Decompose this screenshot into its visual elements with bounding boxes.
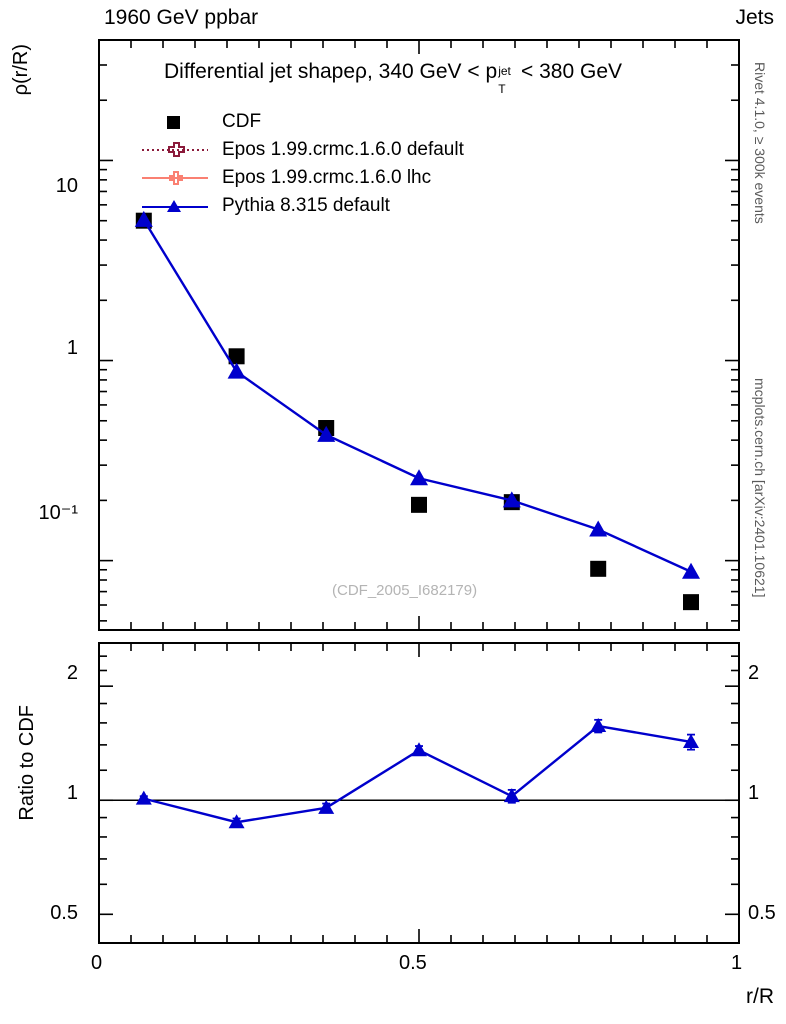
ratio-marker-pythia xyxy=(318,799,335,814)
legend-marker-square xyxy=(140,112,210,132)
ratio-marker-pythia xyxy=(683,733,699,748)
title-mid: , 340 GeV < p xyxy=(367,60,498,83)
y-tick-ratio-left-0.5: 0.5 xyxy=(50,902,78,924)
legend-marker-cross-dotted xyxy=(140,140,210,160)
main-marker-pythia xyxy=(134,210,153,227)
main-marker-pythia xyxy=(589,520,608,537)
y-tick-main-0.1: 10⁻¹ xyxy=(38,502,78,524)
header-category-label: Jets xyxy=(735,6,774,29)
legend-item-epos-default[interactable]: Epos 1.99.crmc.1.6.0 default xyxy=(140,136,464,164)
ratio-marker-pythia xyxy=(228,814,245,829)
main-panel-frame xyxy=(98,39,740,631)
ratio-series-group xyxy=(135,718,699,829)
analysis-id-watermark: (CDF_2005_I682179) xyxy=(332,582,478,599)
x-tick-1: 1 xyxy=(731,952,743,974)
legend-label-epos-default: Epos 1.99.crmc.1.6.0 default xyxy=(222,139,464,160)
y-tick-main-10: 10 xyxy=(55,175,78,197)
main-line-pythia xyxy=(142,219,692,573)
x-tick-0: 0 xyxy=(91,952,103,974)
title-post: < 380 GeV xyxy=(515,60,623,83)
main-panel-ticks xyxy=(98,39,740,630)
y-tick-ratio-left-2: 2 xyxy=(66,662,78,684)
main-marker-cdf xyxy=(590,560,607,577)
x-axis-label: r/R xyxy=(746,985,774,1008)
title-subscript: T xyxy=(498,82,506,96)
legend-label-cdf: CDF xyxy=(222,111,262,132)
legend-item-epos-lhc[interactable]: Epos 1.99.crmc.1.6.0 lhc xyxy=(140,164,464,192)
title-rho: ρ xyxy=(355,60,367,83)
main-marker-cdf xyxy=(683,594,699,611)
main-marker-pythia xyxy=(410,469,428,486)
x-tick-0.5: 0.5 xyxy=(399,952,427,974)
plot-title: Differential jet shapeρ, 340 GeV < p jet T… xyxy=(163,60,623,96)
ratio-marker-pythia xyxy=(135,790,152,805)
main-marker-pythia xyxy=(227,362,246,379)
legend-marker-triangle xyxy=(140,196,210,216)
y-tick-ratio-left-1: 1 xyxy=(66,782,78,804)
y-tick-ratio-right-0.5: 0.5 xyxy=(748,902,776,924)
legend-marker-cross-solid xyxy=(140,168,210,188)
main-marker-cdf xyxy=(228,348,245,365)
header-beam-label: 1960 GeV ppbar xyxy=(104,6,259,29)
ratio-panel-frame xyxy=(98,642,740,944)
y-tick-ratio-right-1: 1 xyxy=(748,782,760,804)
y-tick-ratio-right-2: 2 xyxy=(748,662,760,684)
main-series-group xyxy=(134,210,700,611)
title-pre: Differential jet shape xyxy=(163,60,356,83)
ratio-panel-ticks xyxy=(98,643,740,943)
title-superscript: jet xyxy=(498,64,511,78)
legend-label-pythia: Pythia 8.315 default xyxy=(222,195,390,216)
ratio-marker-pythia xyxy=(503,788,520,803)
main-marker-pythia xyxy=(502,491,521,508)
main-marker-pythia xyxy=(317,425,336,442)
legend-item-pythia[interactable]: Pythia 8.315 default xyxy=(140,192,464,220)
y-tick-main-1: 1 xyxy=(66,337,78,359)
ratio-line-pythia xyxy=(143,724,692,824)
main-marker-cdf xyxy=(411,496,427,513)
legend-item-cdf[interactable]: CDF xyxy=(140,108,464,136)
legend-label-epos-lhc: Epos 1.99.crmc.1.6.0 lhc xyxy=(222,167,432,188)
ratio-marker-pythia xyxy=(590,718,607,733)
legend: CDF Epos 1.99.crmc.1.6.0 default Epos 1.… xyxy=(140,108,464,220)
ratio-marker-pythia xyxy=(411,742,427,757)
main-marker-pythia xyxy=(682,562,700,579)
